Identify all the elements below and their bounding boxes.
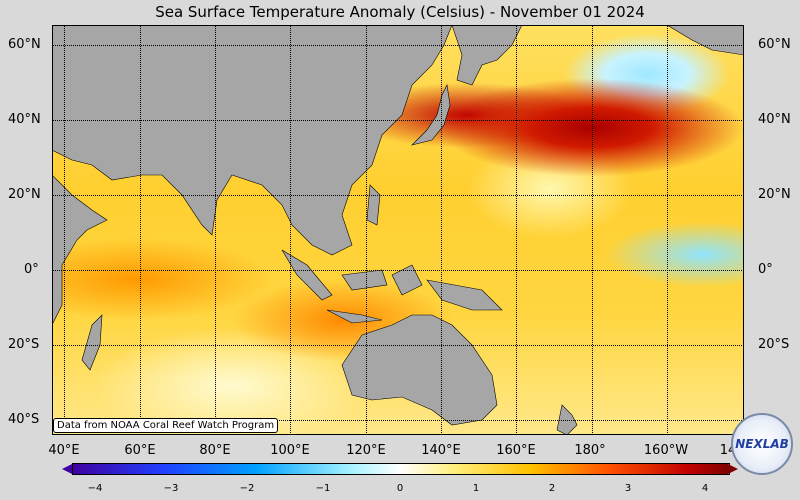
lon-label: 160°W xyxy=(643,443,689,458)
lat-label-left: 60°N xyxy=(8,37,41,52)
lat-label-left: 40°N xyxy=(8,112,41,127)
colorbar-tick: 0 xyxy=(396,483,404,494)
lon-label: 40°E xyxy=(48,443,80,458)
lat-label-right: 0° xyxy=(758,262,773,277)
lon-label: 120°E xyxy=(346,443,386,458)
lat-label-right: 20°N xyxy=(758,187,791,202)
nexlab-logo: NEXLAB xyxy=(731,413,793,475)
colorbar-tick: 2 xyxy=(548,483,556,494)
lon-label: 140°E xyxy=(421,443,461,458)
lat-label-left: 40°S xyxy=(8,412,40,427)
colorbar-tick: −1 xyxy=(315,483,331,494)
lat-label-left: 0° xyxy=(24,262,39,277)
sst-anomaly-map xyxy=(52,25,744,435)
colorbar-frame xyxy=(72,463,730,475)
landmasses xyxy=(52,25,744,435)
colorbar-tick: −4 xyxy=(87,483,103,494)
logo-text: NEXLAB xyxy=(735,437,789,451)
lon-label: 180° xyxy=(574,443,606,458)
lon-label: 60°E xyxy=(124,443,156,458)
lat-label-left: 20°N xyxy=(8,187,41,202)
colorbar-tick: 1 xyxy=(472,483,480,494)
map-title: Sea Surface Temperature Anomaly (Celsius… xyxy=(155,3,645,21)
lon-label: 80°E xyxy=(199,443,231,458)
colorbar-max-arrow xyxy=(728,464,738,474)
colorbar xyxy=(72,464,728,474)
lat-label-right: 20°S xyxy=(758,337,790,352)
colorbar-tick: −3 xyxy=(163,483,179,494)
lon-label: 160°E xyxy=(496,443,536,458)
colorbar-tick: 3 xyxy=(624,483,632,494)
colorbar-tick: 4 xyxy=(701,483,709,494)
colorbar-tick: −2 xyxy=(239,483,255,494)
lat-label-left: 20°S xyxy=(8,337,40,352)
lat-label-right: 60°N xyxy=(758,37,791,52)
data-credit: Data from NOAA Coral Reef Watch Program xyxy=(53,418,279,433)
colorbar-min-arrow xyxy=(62,464,72,474)
map-frame xyxy=(52,25,744,435)
lon-label: 100°E xyxy=(270,443,310,458)
lat-label-right: 40°N xyxy=(758,112,791,127)
